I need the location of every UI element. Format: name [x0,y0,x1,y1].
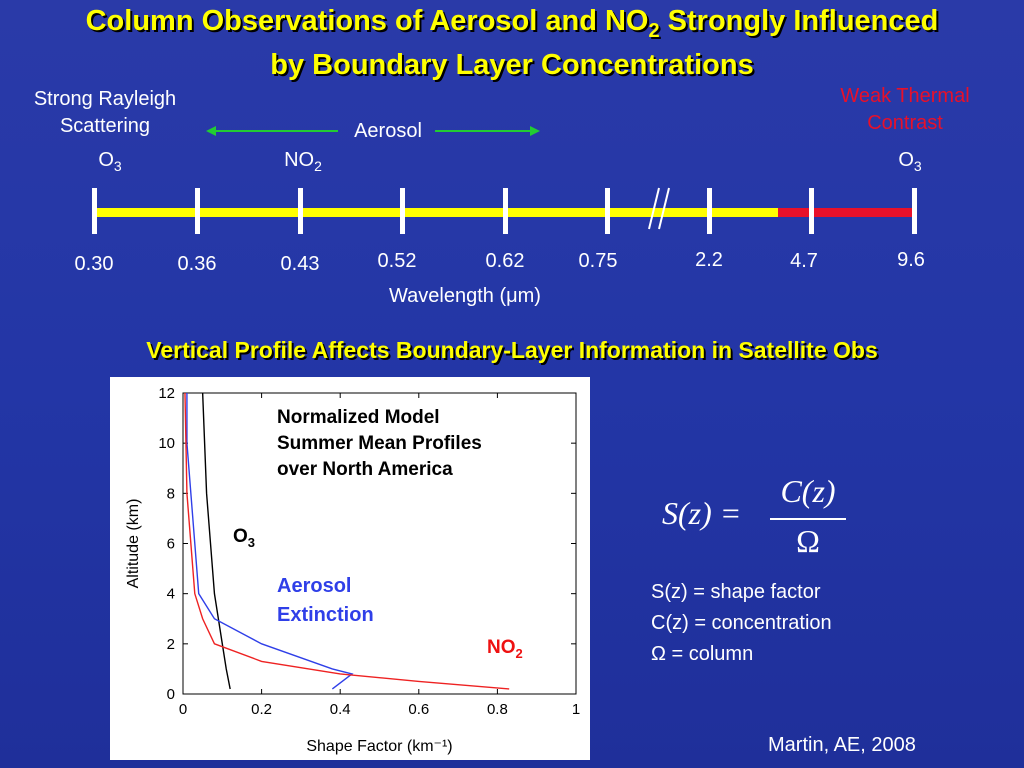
y-tick-label: 2 [167,636,175,653]
tick-label: 0.30 [74,253,114,275]
tick-mark [707,188,712,234]
tick-mark [92,188,97,234]
axis-break-icon [648,187,670,230]
tick-mark [298,188,303,234]
o3-left-label: O3 [98,149,122,174]
series-line-no2 [184,392,510,690]
profile-chart: 0 0.2 0.4 0.6 0.8 1 0 2 4 6 8 10 12 Shape Factor (km⁻… [110,377,590,760]
tick-label: 0.43 [280,253,320,275]
tick-label: 2.2 [695,249,723,271]
x-tick-label: 0.4 [330,701,351,718]
x-axis-label: Shape Factor (km⁻¹) [306,738,452,755]
y-tick-label: 4 [167,586,175,603]
wavelength-axis-label: Wavelength (μm) [389,285,541,307]
tick-mark [912,188,917,234]
formula-lhs: S(z) = [662,495,742,531]
slide-title: Column Observations of Aerosol and NO2 S… [85,5,939,81]
thermal-contrast-label: Weak Thermal Contrast [840,85,970,134]
spectrum-bar-red [778,208,914,217]
tick-mark [503,188,508,234]
tick-label: 0.52 [377,250,417,272]
x-tick-label: 1 [572,701,580,718]
series-line-o3 [201,392,231,690]
spectrum-bar-yellow [95,208,778,217]
y-tick-label: 10 [158,435,175,452]
formula-numerator: C(z) [780,473,836,509]
formula-fraction-bar [770,518,846,520]
tick-mark [195,188,200,234]
tick-label: 0.62 [485,250,525,272]
o3-right-label: O3 [898,149,922,174]
y-tick-label: 6 [167,536,175,553]
tick-label: 0.36 [177,253,217,275]
y-axis-label: Altitude (km) [125,499,142,589]
formula-denominator: Ω [796,523,820,559]
chart-note: Normalized Model Summer Mean Profiles ov… [277,407,482,480]
y-tick-label: 12 [158,385,175,402]
chart-o3-label: O3 [233,526,256,550]
aerosol-label: Aerosol [354,120,422,142]
x-tick-label: 0 [179,701,187,718]
x-tick-label: 0.6 [408,701,429,718]
tick-mark [809,188,814,234]
series-line-aerosol-extinction [186,393,354,690]
formula-definitions: S(z) = shape factor C(z) = concentration… [651,581,832,665]
section-subtitle: Vertical Profile Affects Boundary-Layer … [146,337,878,363]
tick-label: 0.75 [578,250,618,272]
tick-mark [400,188,405,234]
no2-label: NO2 [284,149,322,174]
chart-no2-label: NO2 [487,637,523,661]
x-tick-label: 0.8 [487,701,508,718]
y-tick-label: 8 [167,485,175,502]
citation: Martin, AE, 2008 [768,734,916,756]
chart-aerosol-label: Aerosol Extinction [277,575,374,626]
aerosol-range-arrow [206,126,540,136]
x-tick-label: 0.2 [251,701,272,718]
tick-label: 9.6 [897,249,925,271]
tick-label: 4.7 [790,250,818,272]
rayleigh-label: Strong Rayleigh Scattering [33,88,177,137]
y-tick-label: 0 [167,686,175,703]
tick-mark [605,188,610,234]
